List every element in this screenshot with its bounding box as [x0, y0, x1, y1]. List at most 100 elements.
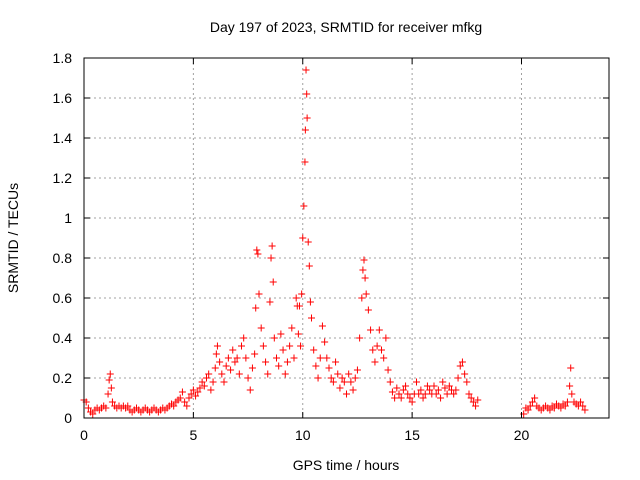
data-point	[413, 378, 420, 386]
data-point	[531, 394, 539, 402]
data-point	[220, 378, 228, 386]
data-point	[327, 374, 335, 382]
data-point	[301, 158, 309, 166]
data-point	[384, 366, 392, 374]
data-point	[305, 262, 313, 270]
data-point	[581, 406, 589, 414]
data-point	[194, 388, 202, 396]
data-point	[546, 406, 554, 414]
data-point	[269, 278, 277, 286]
data-point	[469, 398, 477, 406]
axis-ticks: 0 0.2 0.4 0.6 0.8 1 1.2 1.4 1.6 1.8 0 5 10 15 20	[53, 50, 609, 443]
data-point	[124, 402, 132, 410]
data-point	[395, 390, 403, 398]
data-point	[251, 350, 259, 358]
data-point	[378, 346, 385, 354]
data-point	[235, 370, 243, 378]
data-point	[402, 382, 410, 390]
data-point	[362, 290, 370, 298]
data-point	[304, 238, 312, 246]
data-point	[528, 398, 536, 406]
data-point	[524, 406, 532, 414]
data-point	[430, 382, 438, 390]
data-point	[417, 386, 425, 394]
data-point	[231, 358, 239, 366]
x-tick-label: 20	[514, 427, 530, 443]
data-point	[187, 390, 195, 398]
data-point	[567, 364, 575, 372]
data-point	[200, 382, 208, 390]
data-point	[329, 378, 337, 386]
data-point	[461, 370, 469, 378]
data-point	[257, 324, 265, 332]
data-points	[80, 66, 589, 418]
data-point	[270, 334, 278, 342]
data-point	[84, 404, 92, 412]
data-point	[303, 90, 311, 98]
data-point	[266, 298, 274, 306]
data-point	[254, 250, 262, 258]
data-point	[279, 346, 287, 354]
data-point	[423, 382, 431, 390]
plot-frame	[83, 57, 610, 419]
data-point	[579, 402, 587, 410]
data-point	[253, 246, 261, 254]
data-point	[283, 358, 291, 366]
data-point	[207, 386, 215, 394]
y-tick-label: 1.8	[53, 50, 73, 66]
data-point	[336, 384, 344, 392]
data-point	[404, 390, 412, 398]
data-point	[255, 290, 263, 298]
data-point	[292, 294, 300, 302]
data-point	[244, 374, 252, 382]
data-point	[323, 354, 331, 362]
data-point	[267, 254, 275, 262]
data-point	[316, 354, 324, 362]
data-point	[367, 326, 375, 334]
data-point	[108, 398, 116, 406]
data-point	[474, 396, 482, 404]
data-point	[393, 384, 401, 392]
data-point	[467, 394, 475, 402]
data-point	[189, 386, 197, 394]
data-point	[299, 234, 307, 242]
data-point	[563, 398, 571, 406]
data-point	[450, 390, 458, 398]
data-point	[472, 402, 480, 410]
data-point	[310, 346, 318, 354]
data-point	[415, 390, 423, 398]
data-point	[268, 242, 276, 250]
y-tick-label: 1.6	[53, 90, 73, 106]
data-point	[437, 394, 445, 402]
data-point	[233, 354, 241, 362]
data-point	[297, 342, 305, 350]
data-point	[364, 306, 372, 314]
data-point	[340, 378, 348, 386]
y-tick-label: 1.2	[53, 170, 73, 186]
data-point	[434, 386, 442, 394]
data-point	[321, 338, 329, 346]
data-point	[371, 358, 379, 366]
data-point	[568, 390, 576, 398]
data-point	[360, 256, 368, 264]
data-point	[550, 404, 558, 412]
y-tick-label: 0	[64, 410, 72, 426]
data-point	[218, 370, 226, 378]
data-point	[242, 354, 250, 362]
data-point	[222, 362, 230, 370]
data-point	[561, 402, 569, 410]
data-point	[373, 342, 381, 350]
data-point	[176, 394, 184, 402]
data-point	[170, 402, 178, 410]
data-point	[294, 330, 302, 338]
data-point	[277, 330, 285, 338]
data-point	[252, 304, 260, 312]
data-point	[306, 298, 314, 306]
data-point	[557, 404, 565, 412]
data-point	[441, 384, 449, 392]
chart-title: Day 197 of 2023, SRMTID for receiver mfk…	[210, 19, 482, 35]
data-point	[332, 358, 340, 366]
data-point	[454, 374, 462, 382]
data-point	[439, 378, 447, 386]
